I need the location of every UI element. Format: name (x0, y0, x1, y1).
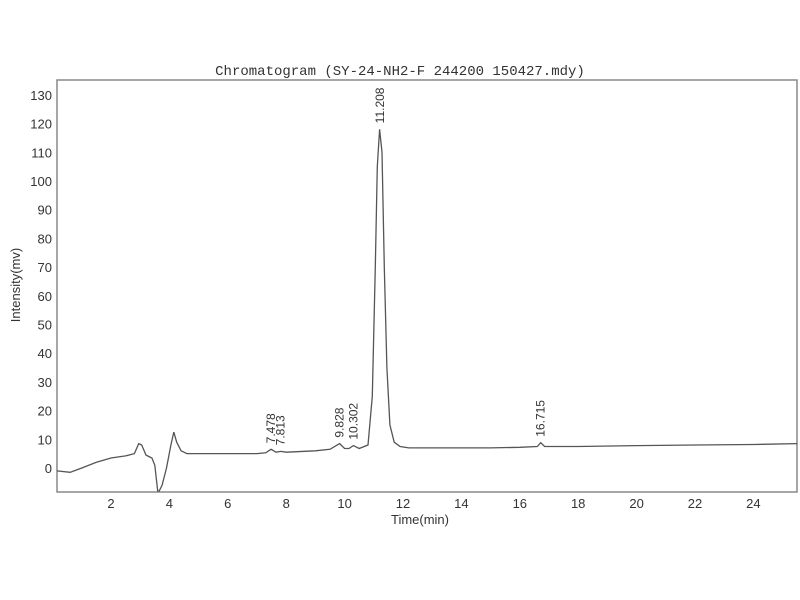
peak-label: 10.302 (346, 403, 360, 440)
y-tick-label: 90 (38, 203, 52, 218)
y-tick-label: 30 (38, 375, 52, 390)
peak-label: 11.208 (373, 87, 387, 123)
peak-label: 7.813 (274, 415, 288, 445)
x-tick-label: 24 (746, 496, 760, 511)
x-axis-label: Time(min) (391, 512, 449, 527)
y-tick-label: 10 (38, 432, 52, 447)
y-tick-label: 70 (38, 260, 52, 275)
x-tick-label: 20 (629, 496, 643, 511)
series-line (56, 129, 798, 492)
y-tick-label: 80 (38, 231, 52, 246)
x-tick-label: 16 (513, 496, 527, 511)
y-axis-label: Intensity(mv) (8, 248, 23, 322)
y-tick-label: 50 (38, 318, 52, 333)
x-tick-label: 4 (166, 496, 173, 511)
chart-title: Chromatogram (SY-24-NH2-F 244200 150427.… (215, 64, 585, 80)
x-tick-label: 6 (224, 496, 231, 511)
plot-frame (56, 79, 798, 493)
peak-label: 9.828 (333, 407, 347, 437)
y-tick-label: 120 (30, 117, 52, 132)
x-tick-label: 8 (283, 496, 290, 511)
y-tick-label: 130 (30, 88, 52, 103)
y-tick-label: 100 (30, 174, 52, 189)
x-tick-label: 18 (571, 496, 585, 511)
y-tick-label: 110 (31, 145, 52, 160)
y-tick-label: 60 (38, 289, 52, 304)
y-tick-label: 40 (38, 346, 52, 361)
peak-label: 7.478 (264, 413, 278, 443)
y-tick-label: 0 (45, 461, 52, 476)
peak-label: 16.715 (534, 400, 548, 437)
x-tick-label: 2 (107, 496, 114, 511)
x-tick-label: 22 (688, 496, 702, 511)
x-tick-label: 12 (396, 496, 410, 511)
x-tick-label: 10 (337, 496, 351, 511)
y-tick-label: 20 (38, 404, 52, 419)
x-tick-label: 14 (454, 496, 468, 511)
